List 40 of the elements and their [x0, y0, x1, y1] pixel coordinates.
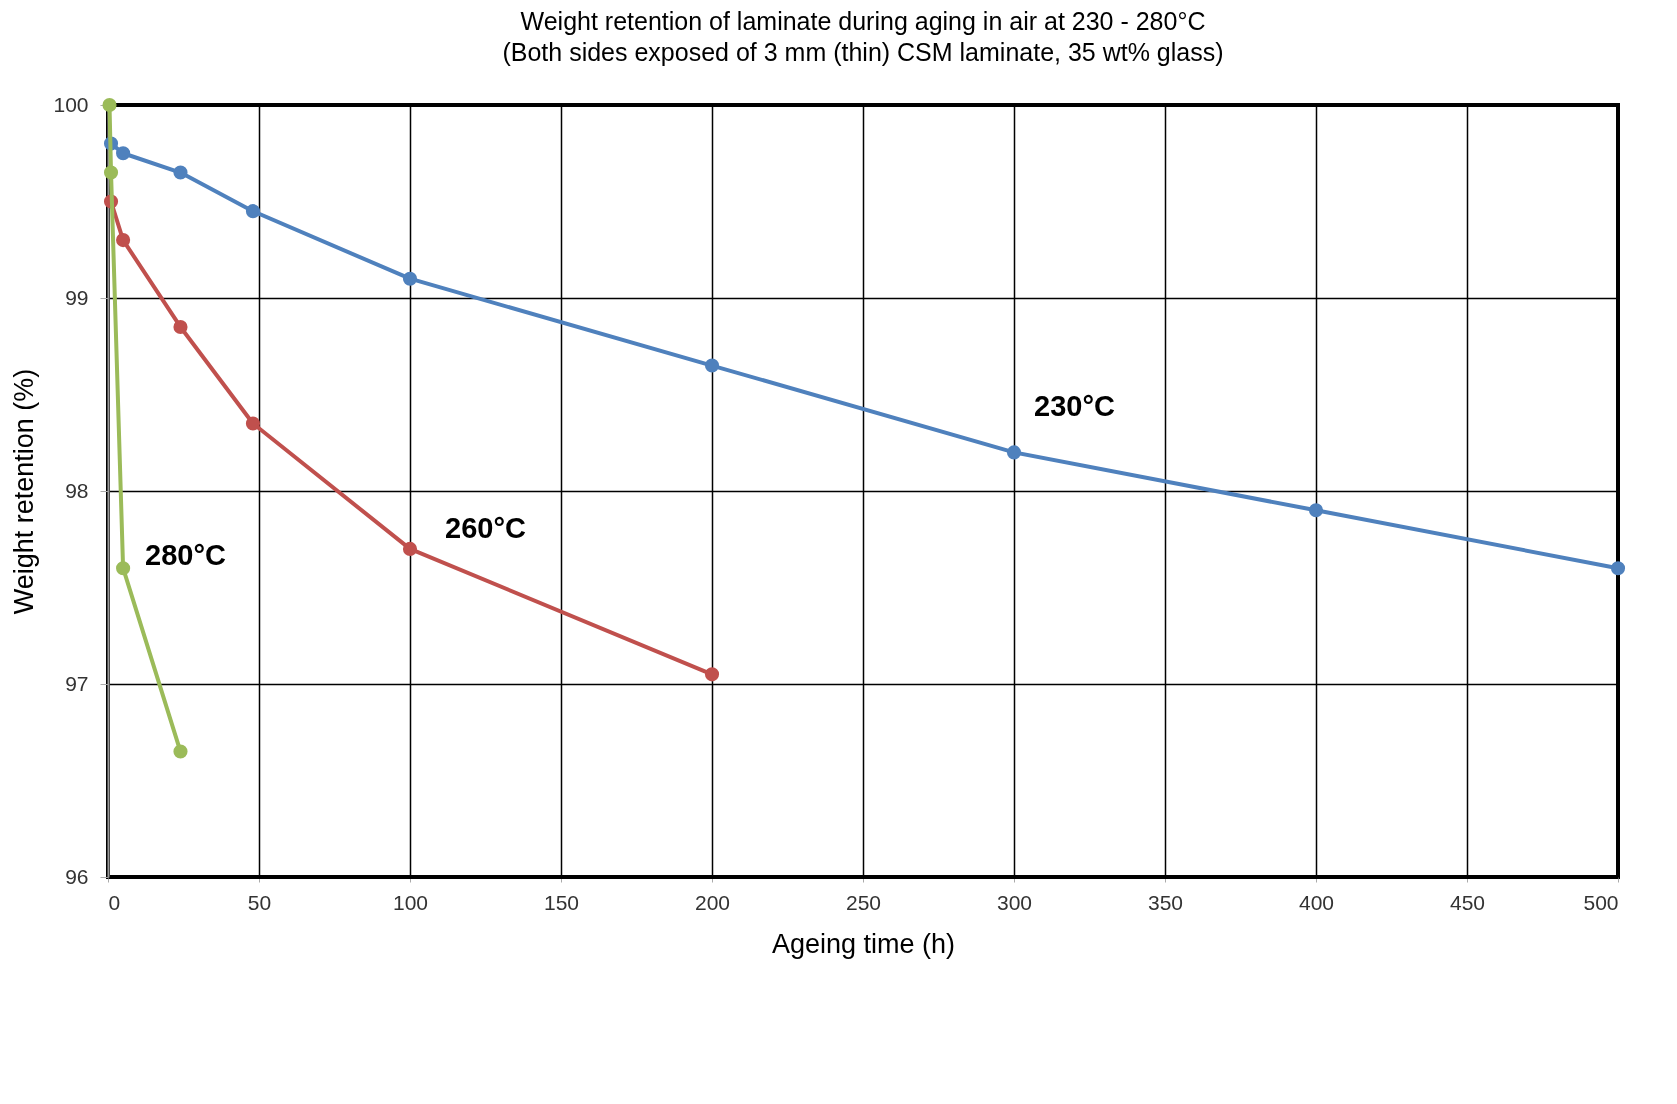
x-tick-label: 150 [543, 890, 580, 914]
y-tick-label: 97 [65, 671, 89, 695]
point [1006, 445, 1022, 460]
x-tick-label: 500 [1583, 890, 1619, 914]
x-tick-label: 250 [845, 890, 882, 914]
chart-subtitle: (Both sides exposed of 3 mm (thin) CSM laminate, 35 wt% glass) [502, 38, 1224, 66]
x-tick-label: 400 [1298, 890, 1335, 914]
point [1610, 561, 1626, 576]
point [245, 204, 261, 219]
series-label: 260°C [445, 511, 526, 544]
series-label: 280°C [145, 539, 227, 572]
y-tick-label: 98 [65, 478, 89, 502]
point [704, 667, 720, 682]
x-axis-title: Ageing time (h) [771, 928, 956, 959]
point [402, 541, 418, 556]
point [173, 319, 188, 335]
x-tick-label: 0 [108, 890, 121, 914]
point [1308, 503, 1324, 518]
x-tick-label: 100 [392, 890, 429, 914]
point [102, 97, 117, 113]
chart-title: Weight retention of laminate during aging in air at 230 - 280°C [520, 7, 1206, 35]
x-tick-label: 450 [1449, 890, 1486, 914]
y-tick-label: 100 [53, 92, 89, 116]
point [245, 416, 261, 431]
x-tick-label: 50 [247, 890, 272, 914]
y-tick-label: 96 [65, 864, 89, 888]
y-tick-label: 99 [65, 285, 89, 309]
point [103, 165, 119, 180]
series-label: 230°C [1034, 390, 1115, 423]
x-tick-label: 350 [1147, 890, 1184, 914]
point [116, 561, 131, 576]
y-axis-title: Weight retention (%) [9, 368, 40, 615]
point [116, 146, 131, 161]
point [173, 165, 188, 180]
point [402, 271, 418, 286]
x-tick-label: 200 [694, 890, 731, 914]
point [704, 358, 720, 373]
point [173, 744, 188, 759]
point [116, 233, 131, 248]
x-tick-label: 300 [996, 890, 1033, 914]
